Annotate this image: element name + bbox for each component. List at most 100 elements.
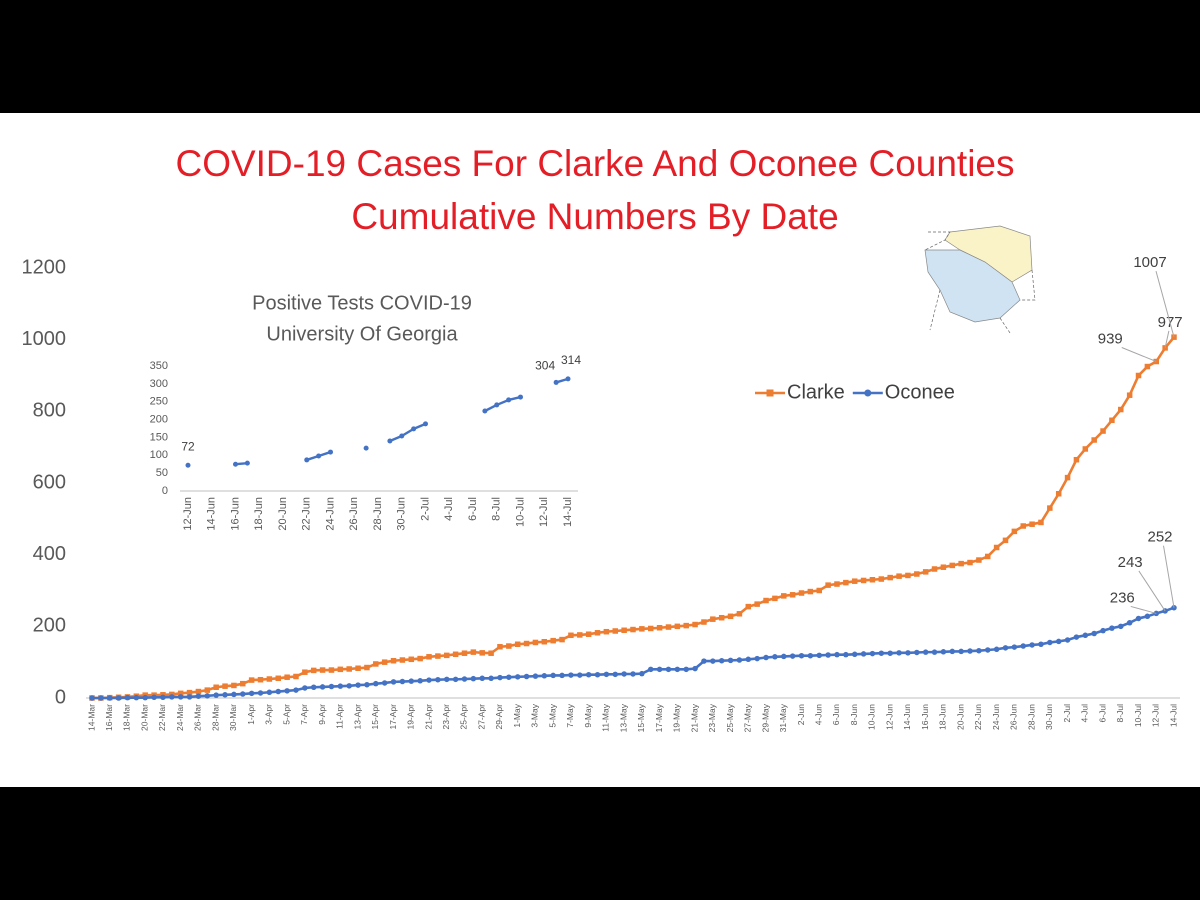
point <box>1064 474 1071 481</box>
point <box>843 579 849 586</box>
point <box>266 689 273 696</box>
point <box>337 666 344 673</box>
point <box>523 640 530 647</box>
point <box>213 684 219 690</box>
point <box>248 690 255 697</box>
point <box>506 674 512 680</box>
point <box>1144 363 1151 370</box>
y-tick-label: 200 <box>150 413 168 425</box>
point <box>518 394 523 400</box>
point <box>310 667 317 674</box>
x-tick-label: 12-Jul <box>538 497 550 527</box>
x-tick-label: 2-Jul <box>419 497 431 521</box>
point <box>985 553 991 560</box>
point <box>887 574 893 581</box>
point <box>248 677 255 683</box>
x-tick-label: 28-Jun <box>1026 704 1036 730</box>
point <box>1038 519 1044 526</box>
x-tick-label: 8-Jun <box>849 704 859 726</box>
point <box>444 676 450 683</box>
point <box>585 631 592 637</box>
point <box>231 691 237 698</box>
point <box>204 687 211 693</box>
point <box>630 671 636 677</box>
legend-marker <box>766 389 774 397</box>
point <box>240 691 246 697</box>
point <box>257 690 264 696</box>
x-tick-label: 24-Mar <box>175 704 185 731</box>
point <box>169 694 175 700</box>
x-tick-label: 25-Apr <box>459 704 469 730</box>
point <box>532 673 539 679</box>
point <box>869 577 876 583</box>
point <box>479 650 485 656</box>
point <box>381 680 388 686</box>
x-tick-label: 2-Jul <box>1062 704 1072 723</box>
point <box>452 651 459 658</box>
point <box>1002 537 1009 544</box>
point <box>355 665 361 672</box>
point <box>1047 505 1053 511</box>
x-tick-label: 12-Jul <box>1151 704 1161 727</box>
point <box>98 695 104 701</box>
point <box>922 649 929 655</box>
point <box>692 621 698 628</box>
point <box>1020 523 1026 529</box>
x-tick-label: 26-Mar <box>193 704 203 731</box>
leader-line <box>1121 347 1157 362</box>
x-tick-label: 17-Apr <box>388 704 398 730</box>
point <box>195 688 202 695</box>
leader-line <box>1130 605 1157 614</box>
point <box>115 695 122 701</box>
x-tick-label: 6-Jul <box>1097 704 1107 723</box>
point <box>435 653 441 659</box>
x-tick-label: 31-May <box>778 703 788 732</box>
point <box>612 671 619 678</box>
x-tick-label: 1-Apr <box>246 704 256 725</box>
x-tick-label: 14-Jun <box>206 497 218 531</box>
point <box>772 654 778 660</box>
point <box>577 632 583 638</box>
chart-subtitle: Cumulative Numbers By Date <box>351 196 838 237</box>
point <box>914 571 920 577</box>
x-tick-label: 8-Jul <box>1115 704 1125 723</box>
point <box>160 694 166 701</box>
point <box>1020 643 1026 649</box>
inset-title: Positive Tests COVID-19 <box>252 292 472 314</box>
point <box>1144 613 1151 620</box>
x-tick-label: 11-May <box>601 703 611 731</box>
x-tick-label: 6-Jun <box>831 704 841 726</box>
county-border <box>999 317 1011 334</box>
point <box>905 650 911 656</box>
point <box>523 673 530 680</box>
x-tick-label: 14-Jul <box>1168 704 1178 727</box>
y-tick-label: 350 <box>150 360 168 372</box>
point <box>390 679 397 685</box>
y-tick-label: 0 <box>55 686 66 708</box>
point <box>674 666 681 673</box>
y-tick-label: 800 <box>33 400 66 422</box>
point <box>541 673 548 679</box>
point <box>506 643 512 649</box>
point <box>1100 627 1106 634</box>
county-border <box>1020 269 1036 301</box>
point <box>452 676 459 683</box>
point <box>399 678 406 685</box>
point <box>514 674 521 680</box>
x-tick-label: 11-Apr <box>335 704 345 729</box>
y-tick-label: 150 <box>150 431 168 443</box>
x-tick-label: 24-Jun <box>991 704 1001 730</box>
x-tick-label: 18-Mar <box>122 704 132 731</box>
point <box>1002 645 1009 651</box>
point <box>639 670 645 677</box>
point <box>550 672 556 679</box>
point <box>736 657 743 663</box>
point <box>639 626 645 632</box>
point <box>630 626 636 633</box>
point <box>1118 406 1124 413</box>
point <box>387 438 393 444</box>
point <box>807 588 814 595</box>
x-tick-label: 22-Mar <box>157 704 167 731</box>
x-tick-label: 20-Mar <box>139 704 149 731</box>
